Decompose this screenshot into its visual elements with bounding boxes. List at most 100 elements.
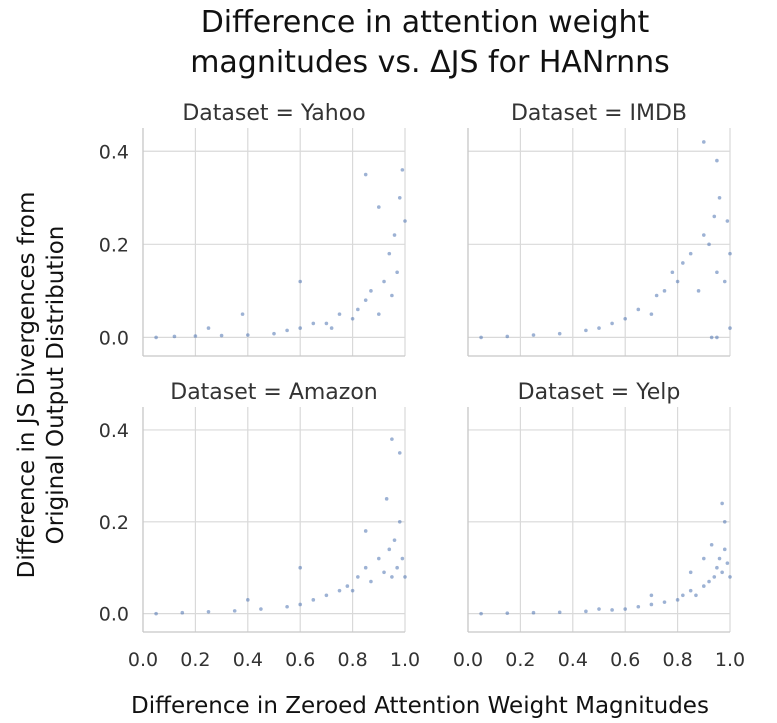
data-point: [712, 214, 717, 219]
data-point: [649, 602, 654, 607]
data-point: [688, 588, 693, 593]
data-point: [400, 168, 405, 172]
data-point: [240, 312, 245, 316]
data-point: [377, 556, 381, 561]
data-point: [397, 195, 402, 200]
data-point: [707, 242, 711, 247]
data-point: [681, 593, 685, 598]
y-axis-label-line-1: Difference in JS Divergences from: [14, 192, 40, 579]
data-point: [363, 298, 368, 302]
data-point: [298, 565, 303, 570]
data-point: [505, 334, 510, 339]
data-point: [392, 233, 397, 237]
data-point: [400, 556, 405, 561]
data-point: [728, 575, 732, 579]
data-point: [180, 610, 185, 615]
data-point: [324, 321, 329, 326]
data-point: [688, 251, 693, 256]
data-point: [675, 598, 680, 602]
data-point: [337, 312, 342, 316]
data-point: [311, 321, 316, 326]
data-point: [390, 293, 394, 298]
data-point: [670, 270, 675, 275]
data-point: [715, 270, 719, 275]
data-point: [403, 575, 407, 579]
data-point: [557, 610, 562, 615]
data-point: [531, 610, 536, 615]
data-point: [649, 312, 654, 316]
data-point: [337, 588, 342, 593]
data-point: [369, 579, 373, 584]
data-point: [479, 335, 483, 340]
data-point: [345, 584, 350, 588]
facet-grid: Dataset = Yahoo 0.0 0.2 0.4 Dataset = IMDB Da…: [99, 101, 745, 671]
data-point: [392, 538, 397, 542]
x-tick-label: 0.6: [285, 649, 315, 671]
data-point: [384, 497, 389, 501]
y-tick-label: 0.4: [99, 420, 129, 442]
data-point: [725, 561, 730, 565]
data-point: [610, 608, 614, 612]
data-point: [298, 326, 303, 330]
panel-title: Dataset = Yahoo: [182, 101, 365, 126]
data-point: [712, 575, 717, 579]
facet-panel: Dataset = Yahoo 0.0 0.2 0.4: [99, 101, 407, 357]
x-tick-label: 0.0: [128, 649, 158, 671]
data-point: [557, 331, 562, 336]
data-point: [324, 593, 329, 598]
data-point: [623, 607, 627, 611]
x-tick-label: 1.0: [715, 649, 745, 671]
data-point: [369, 289, 373, 293]
data-point: [702, 140, 706, 144]
x-tick-label: 0.8: [337, 649, 367, 671]
data-point: [707, 579, 711, 584]
data-point: [584, 609, 588, 614]
x-tick-label: 0.2: [180, 649, 210, 671]
data-point: [728, 326, 732, 330]
y-tick-label: 0.2: [99, 234, 129, 256]
data-point: [356, 575, 360, 579]
data-point: [395, 270, 399, 275]
data-point: [397, 519, 402, 524]
data-point: [363, 565, 368, 570]
x-tick-label: 0.6: [610, 649, 640, 671]
data-point: [709, 542, 714, 547]
panel-title: Dataset = IMDB: [511, 101, 687, 126]
data-point: [675, 279, 680, 284]
data-point: [662, 289, 667, 293]
data-point: [702, 584, 706, 588]
data-point: [232, 609, 237, 613]
data-point: [390, 575, 394, 579]
data-point: [720, 570, 724, 575]
data-point: [272, 331, 276, 336]
data-point: [154, 335, 158, 340]
data-point: [702, 556, 706, 561]
data-point: [725, 219, 730, 223]
x-tick-label: 0.2: [505, 649, 535, 671]
x-tick-label: 0.8: [662, 649, 692, 671]
data-point: [681, 261, 685, 265]
x-axis-label: Difference in Zeroed Attention Weight Ma…: [131, 693, 709, 719]
data-point: [623, 316, 627, 321]
data-point: [397, 451, 402, 455]
data-point: [584, 328, 588, 333]
data-point: [717, 556, 722, 561]
data-point: [715, 335, 719, 340]
data-point: [172, 334, 177, 339]
data-point: [382, 570, 386, 575]
data-point: [311, 598, 316, 602]
data-point: [285, 328, 289, 333]
data-point: [285, 604, 289, 609]
data-point: [246, 333, 250, 337]
data-point: [610, 321, 614, 326]
panel-title: Dataset = Amazon: [170, 380, 378, 405]
data-point: [720, 501, 724, 506]
data-point: [531, 333, 536, 337]
data-point: [329, 326, 334, 330]
data-point: [722, 279, 727, 284]
facet-panel: Dataset = IMDB: [467, 101, 732, 357]
data-point: [702, 233, 706, 237]
data-point: [246, 598, 250, 602]
data-point: [597, 607, 601, 611]
